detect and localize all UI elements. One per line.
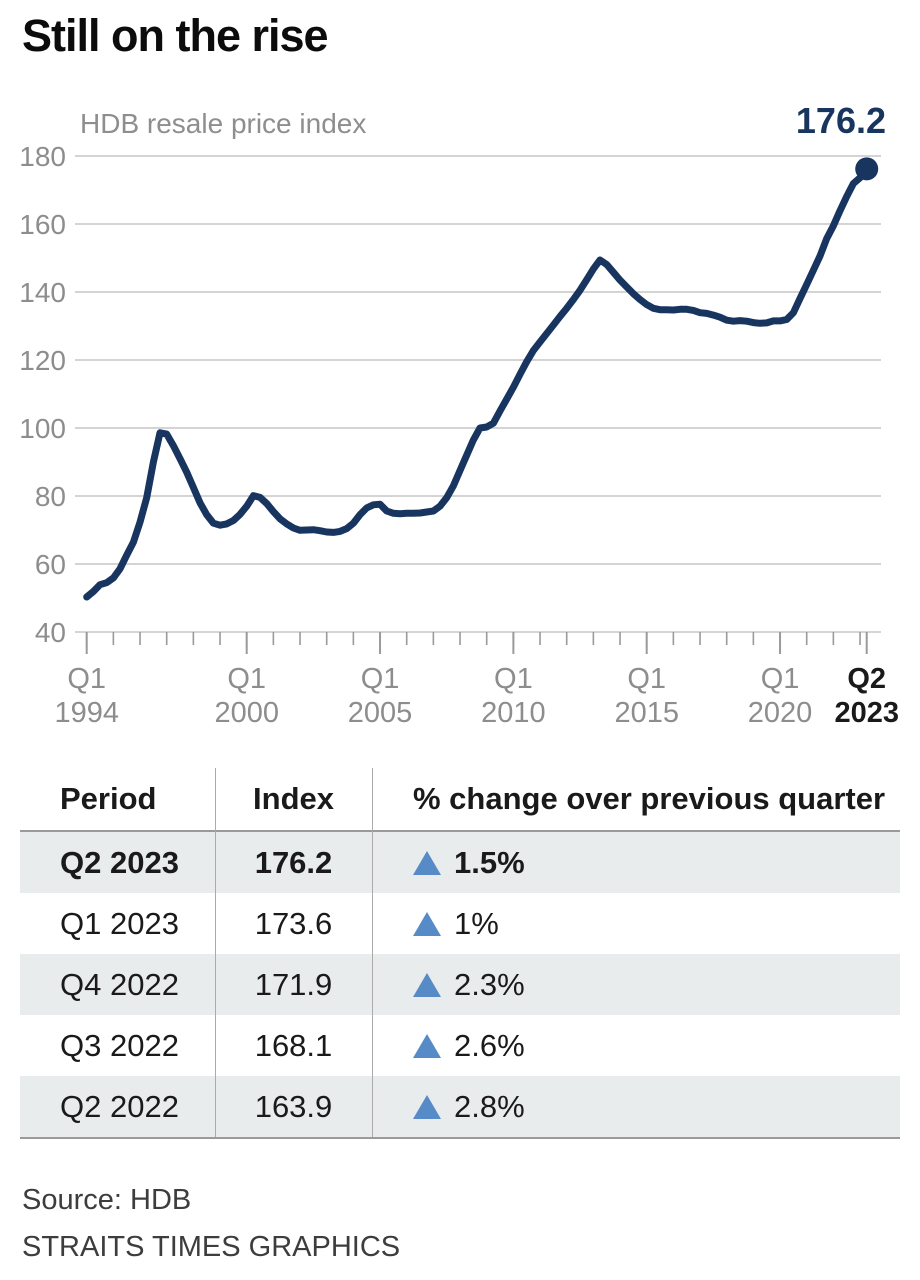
svg-text:Q1: Q1: [227, 663, 266, 695]
svg-text:40: 40: [35, 617, 66, 648]
quarterly-index-table: Period Index % change over previous quar…: [20, 768, 900, 1139]
svg-text:2023: 2023: [834, 697, 899, 729]
svg-text:Q1: Q1: [494, 663, 533, 695]
source-line: Source: HDB: [22, 1184, 192, 1216]
table-row: Q2 2023 176.2 1.5%: [20, 832, 900, 893]
col-header-change: % change over previous quarter: [413, 781, 886, 816]
price-line: [83, 165, 871, 601]
change-value: 2.3%: [454, 966, 525, 1002]
credit-line: STRAITS TIMES GRAPHICS: [22, 1231, 401, 1263]
page-title: Still on the rise: [22, 10, 329, 61]
svg-text:100: 100: [19, 413, 66, 444]
period-cell: Q2 2022: [60, 1088, 179, 1124]
period-cell: Q4 2022: [60, 966, 179, 1002]
svg-text:Q1: Q1: [627, 663, 666, 695]
change-cell: 2.8%: [372, 1089, 900, 1125]
end-dot: [855, 157, 879, 181]
hdb-resale-price-line-chart: 180160140120100806040Q11994Q12000Q12005Q…: [19, 141, 899, 729]
change-value: 2.6%: [454, 1027, 525, 1063]
period-cell: Q2 2023: [60, 844, 179, 880]
svg-text:160: 160: [19, 209, 66, 240]
x-axis-labels: Q11994Q12000Q12005Q12010Q12015Q12020Q220…: [54, 663, 899, 729]
table-header-row: Period Index % change over previous quar…: [20, 768, 900, 832]
svg-text:140: 140: [19, 277, 66, 308]
svg-text:2015: 2015: [614, 697, 679, 729]
svg-text:Q2: Q2: [847, 663, 886, 695]
svg-text:1994: 1994: [54, 697, 119, 729]
change-value: 2.8%: [454, 1088, 525, 1124]
change-cell: 1.5%: [372, 845, 900, 881]
change-value: 1.5%: [454, 844, 525, 880]
table-row: Q3 2022 168.1 2.6%: [20, 1015, 900, 1076]
y-axis-labels: 180 160 140 120 100 80 60 40: [19, 141, 66, 648]
index-cell: 173.6: [254, 905, 333, 941]
svg-text:2005: 2005: [348, 697, 413, 729]
up-triangle-icon: [413, 1033, 441, 1058]
svg-text:120: 120: [19, 345, 66, 376]
col-header-index: Index: [253, 781, 334, 816]
period-cell: Q3 2022: [60, 1027, 179, 1063]
change-cell: 2.3%: [372, 967, 900, 1003]
latest-value-label: 176.2: [795, 100, 886, 141]
svg-text:180: 180: [19, 141, 66, 172]
svg-text:2020: 2020: [748, 697, 813, 729]
svg-text:80: 80: [35, 481, 66, 512]
x-axis-ticks: [85, 632, 868, 654]
svg-text:Q1: Q1: [761, 663, 800, 695]
svg-text:Q1: Q1: [361, 663, 400, 695]
chart-subtitle: HDB resale price index: [80, 108, 367, 139]
index-cell: 176.2: [254, 844, 333, 880]
svg-text:60: 60: [35, 549, 66, 580]
table-row: Q1 2023 173.6 1%: [20, 893, 900, 954]
up-triangle-icon: [413, 911, 441, 936]
change-cell: 1%: [372, 906, 900, 942]
up-triangle-icon: [413, 972, 441, 997]
index-cell: 168.1: [254, 1027, 333, 1063]
index-cell: 163.9: [254, 1088, 333, 1124]
svg-text:2010: 2010: [481, 697, 546, 729]
col-header-period: Period: [60, 781, 157, 816]
column-divider: [372, 768, 373, 1137]
gridlines: [75, 155, 881, 633]
index-cell: 171.9: [254, 966, 333, 1002]
up-triangle-icon: [413, 1094, 441, 1119]
column-divider: [215, 768, 216, 1137]
svg-text:2000: 2000: [214, 697, 279, 729]
change-value: 1%: [454, 905, 499, 941]
table-row: Q2 2022 163.9 2.8%: [20, 1076, 900, 1137]
period-cell: Q1 2023: [60, 905, 179, 941]
table-row: Q4 2022 171.9 2.3%: [20, 954, 900, 1015]
change-cell: 2.6%: [372, 1028, 900, 1064]
up-triangle-icon: [413, 850, 441, 875]
svg-text:Q1: Q1: [67, 663, 106, 695]
